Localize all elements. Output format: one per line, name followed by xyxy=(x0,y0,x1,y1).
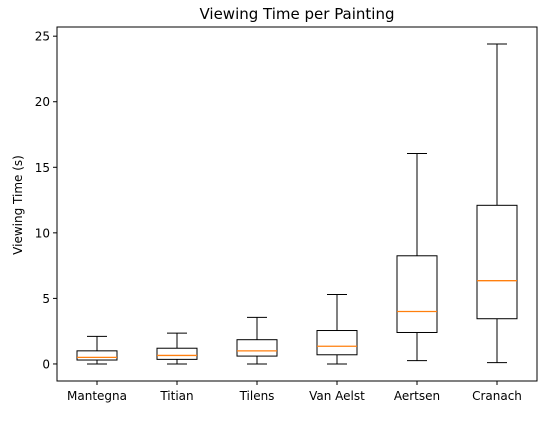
y-tick-label: 10 xyxy=(35,226,50,240)
x-tick-label: Tilens xyxy=(239,389,275,403)
y-tick-label: 5 xyxy=(42,292,50,306)
x-axis: Mantegna Titian Tilens Van Aelst Aertsen Cran… xyxy=(67,381,522,403)
iqr-box xyxy=(476,204,518,320)
box-aertsen xyxy=(396,153,438,362)
iqr-box xyxy=(76,350,118,361)
y-tick-label: 15 xyxy=(35,161,50,175)
iqr-box xyxy=(396,255,438,333)
iqr-box xyxy=(156,347,198,360)
boxes xyxy=(76,43,518,365)
x-tick-label: Aertsen xyxy=(394,389,440,403)
x-tick-label: Van Aelst xyxy=(309,389,365,403)
box-tilens xyxy=(236,316,278,365)
x-tick-label: Cranach xyxy=(472,389,522,403)
plot-frame xyxy=(56,26,538,382)
x-tick-label: Mantegna xyxy=(67,389,127,403)
box-titian xyxy=(156,332,198,365)
box-cranach xyxy=(476,43,518,364)
y-tick-label: 0 xyxy=(42,357,50,371)
iqr-box xyxy=(316,330,358,356)
box-van-aelst xyxy=(316,293,358,365)
iqr-box xyxy=(236,339,278,357)
box-mantegna xyxy=(76,335,118,365)
y-axis: 0 5 10 15 20 25 xyxy=(35,30,57,371)
y-axis-label: Viewing Time (s) xyxy=(11,155,25,255)
x-tick-label: Titian xyxy=(159,389,193,403)
y-tick-label: 25 xyxy=(35,30,50,44)
y-tick-label: 20 xyxy=(35,95,50,109)
chart-title: Viewing Time per Painting xyxy=(199,5,394,23)
